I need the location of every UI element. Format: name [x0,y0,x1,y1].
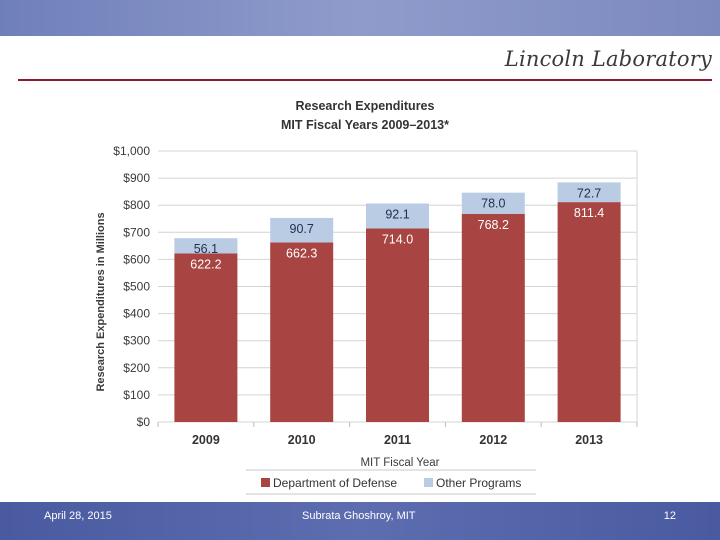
bar-other [557,182,621,203]
y-tick-label: $100 [123,388,150,402]
bar-dod [461,213,525,422]
bar-other [366,203,429,229]
legend-swatch-dod [261,478,270,487]
chart-title: Research Expenditures [296,99,435,113]
data-label-dod: 811.4 [574,206,604,220]
brand-logo-text: Lincoln Laboratory [504,47,712,71]
y-tick-label: $0 [137,415,151,429]
footer-page-number: 12 [663,510,676,522]
data-label-dod: 622.2 [190,257,221,271]
top-banner [0,0,720,36]
data-label-other: 56.1 [194,242,218,256]
legend-label-other: Other Programs [436,476,521,490]
y-tick-label: $400 [123,307,150,321]
x-tick-labels: 2009 2010 2011 2012 2013 [192,433,603,447]
data-label-dod: 714.0 [382,233,413,247]
brand-divider [18,79,712,81]
bar-dod [557,202,621,422]
y-tick-label: $1,000 [113,144,150,158]
bar-other [270,217,334,243]
x-tick-label: 2010 [288,433,316,447]
x-tick-label: 2011 [384,433,411,447]
y-tick-label: $200 [123,361,150,375]
y-tick-label: $800 [123,198,150,212]
bar-other [174,238,238,254]
footer-bar: April 28, 2015 Subrata Ghoshroy, MIT 12 [0,502,720,540]
y-tick-label: $300 [123,334,150,348]
data-label-dod: 768.2 [478,218,509,232]
data-label-other: 92.1 [385,208,409,222]
data-label-other: 90.7 [290,222,314,236]
legend-label-dod: Department of Defense [273,476,397,490]
y-axis-title: Research Expenditures in Millions [95,212,107,391]
bar-dod [174,253,238,422]
bar-dod [270,242,334,422]
x-axis-title: MIT Fiscal Year [360,457,439,469]
bar-other [461,192,525,214]
x-tick-label: 2009 [192,433,220,447]
y-tick-labels: $0 $100 $200 $300 $400 $500 $600 $700 $800 $900 $1… [113,144,150,429]
legend-swatch-other [424,478,433,487]
data-label-other: 78.0 [481,197,505,211]
bar-dod [366,228,429,422]
y-tick-label: $900 [123,171,150,185]
data-label-dod: 662.3 [286,247,317,261]
chart-subtitle: MIT Fiscal Years 2009–2013* [281,118,449,132]
bars: 622.256.1 662.3 90.7 714.0 92.1 768.2 78.0 811.… [174,182,621,422]
y-tick-label: $700 [123,225,150,239]
legend: Department of Defense Other Programs [246,469,536,495]
x-tick-label: 2013 [575,433,603,447]
x-tick-label: 2012 [479,433,507,447]
y-tick-label: $500 [123,280,150,294]
y-tick-label: $600 [123,252,150,266]
footer-author: Subrata Ghoshroy, MIT [302,510,416,522]
footer-date: April 28, 2015 [44,510,112,522]
data-label-other: 72.7 [577,186,601,200]
